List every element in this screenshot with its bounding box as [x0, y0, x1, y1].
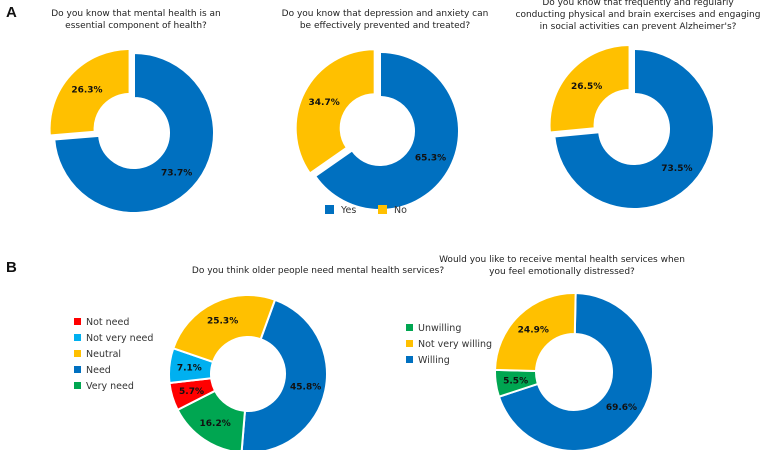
chart-4-data-label-very-need: 16.2% [200, 419, 231, 429]
chart-5-legend-label-not-very-willing: Not very willing [418, 339, 492, 350]
chart-3-title-line-1: Do you know that frequently and regularl… [542, 0, 734, 8]
chart-3-title-line-3: in social activities can prevent Alzheim… [540, 22, 737, 32]
chart-3-slice-no [548, 43, 631, 134]
chart-4-legend-label-not-very-need: Not very need [86, 333, 153, 344]
chart-5-legend-swatch-willing [406, 356, 413, 363]
chart-4-data-label-not-very-need: 7.1% [177, 364, 202, 374]
chart-5-legend-swatch-not-very-willing [406, 340, 413, 347]
legend-a-swatch-yes [325, 205, 334, 214]
chart-1-title-line-2: essential component of health? [65, 21, 207, 31]
chart-5-legend-label-unwilling: Unwilling [418, 323, 461, 334]
chart-4-legend-swatch-not-very-need [74, 334, 81, 341]
chart-5-slice-not-very-willing [494, 292, 577, 372]
chart-2-title-line-2: be effectively prevented and treated? [300, 21, 471, 31]
chart-4-legend-label-not-need: Not need [86, 317, 129, 328]
chart-5-slice-willing [497, 291, 654, 450]
chart-4-legend-swatch-not-need [74, 318, 81, 325]
chart-5-data-label-willing: 69.6% [606, 403, 637, 413]
chart-1-slice-no [48, 47, 131, 137]
chart-1-slice-yes [53, 51, 216, 214]
chart-2-title-line-1: Do you know that depression and anxiety … [282, 9, 489, 19]
chart-4-slice-need [240, 298, 328, 450]
legend-a-label-no: No [394, 205, 407, 216]
panel-label-b: B [6, 259, 17, 276]
chart-2-slice-no [294, 48, 376, 175]
chart-4-legend-swatch-neutral [74, 350, 81, 357]
chart-4-legend-swatch-very-need [74, 382, 81, 389]
chart-3-data-label-no: 26.5% [571, 82, 602, 92]
chart-4-legend-label-very-need: Very need [86, 381, 134, 392]
chart-1-data-label-no: 26.3% [71, 86, 102, 96]
chart-3-slice-yes [553, 47, 716, 210]
chart-4-legend-label-need: Need [86, 365, 111, 376]
chart-1-title-line-1: Do you know that mental health is an [51, 9, 221, 19]
chart-5-data-label-not-very-willing: 24.9% [518, 325, 549, 335]
chart-4-legend-label-neutral: Neutral [86, 349, 121, 360]
chart-2-data-label-yes: 65.3% [415, 153, 446, 163]
chart-3-data-label-yes: 73.5% [661, 164, 692, 174]
chart-3-title-line-2: conducting physical and brain exercises … [516, 10, 761, 20]
chart-4-title-line-1: Do you think older people need mental he… [192, 266, 444, 276]
chart-4-data-label-not-need: 5.7% [179, 387, 204, 397]
legend-a-label-yes: Yes [340, 205, 356, 216]
chart-4-data-label-need: 45.8% [290, 383, 321, 393]
chart-5-data-label-unwilling: 5.5% [503, 377, 528, 387]
chart-2-data-label-no: 34.7% [309, 98, 340, 108]
chart-5-title-line-2: you feel emotionally distressed? [489, 267, 635, 277]
panel-label-a: A [6, 4, 17, 21]
chart-4-data-label-neutral: 25.3% [207, 317, 238, 327]
chart-1-data-label-yes: 73.7% [161, 168, 192, 178]
legend-a-swatch-no [378, 205, 387, 214]
chart-4-slice-neutral [172, 294, 277, 364]
chart-5-title-line-1: Would you like to receive mental health … [439, 255, 685, 265]
chart-4-legend-swatch-need [74, 366, 81, 373]
chart-5-legend-label-willing: Willing [418, 355, 450, 366]
chart-5-legend-swatch-unwilling [406, 324, 413, 331]
chart-2-slice-yes [313, 50, 460, 211]
